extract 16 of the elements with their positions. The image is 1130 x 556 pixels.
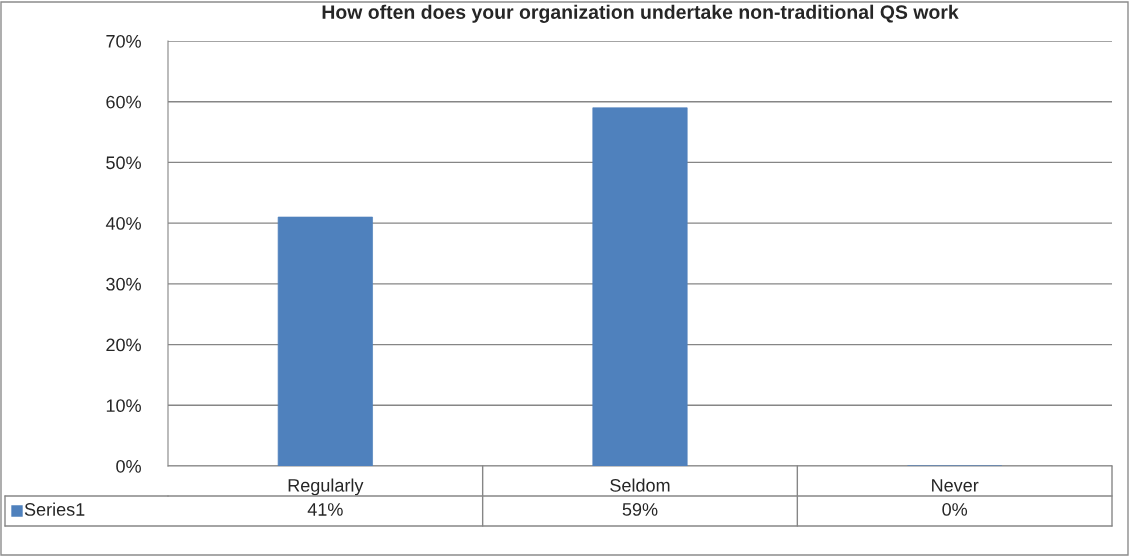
y-tick-label: 10% [106,399,141,413]
y-tick-label: 70% [106,34,141,48]
y-tick-label: 60% [106,95,141,109]
legend-label: Series1 [24,502,85,516]
y-tick-label: 30% [106,277,141,291]
x-tick-label: Never [932,479,979,492]
y-tick-label: 40% [105,217,141,230]
y-tick-label: 0% [116,459,141,473]
data-label: 41% [307,503,343,516]
chart-title: How often does your organization undertake non-traditional QS work [322,4,959,23]
x-tick-label: Seldom [610,478,670,492]
y-tick-label: 20% [106,338,141,352]
x-tick-label: Regularly [288,478,364,496]
data-label: 0% [942,503,968,516]
y-tick-label: 50% [106,156,141,170]
data-label: 59% [622,503,658,516]
